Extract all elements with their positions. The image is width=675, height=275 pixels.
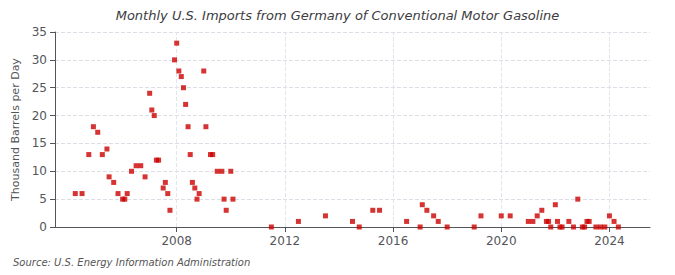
- svg-text:30: 30: [32, 53, 47, 67]
- svg-text:Source: U.S. Energy Informatio: Source: U.S. Energy Information Administ…: [13, 257, 250, 268]
- svg-text:15: 15: [32, 136, 47, 150]
- svg-text:2008: 2008: [161, 234, 192, 248]
- svg-text:2012: 2012: [270, 234, 301, 248]
- svg-text:2020: 2020: [486, 234, 517, 248]
- svg-text:10: 10: [32, 164, 47, 178]
- svg-text:35: 35: [32, 25, 47, 39]
- svg-text:Thousand Barrels per Day: Thousand Barrels per Day: [9, 58, 22, 202]
- svg-text:2016: 2016: [378, 234, 409, 248]
- svg-text:25: 25: [32, 81, 47, 95]
- svg-text:Monthly U.S. Imports from Germ: Monthly U.S. Imports from Germany of Con…: [116, 8, 560, 23]
- svg-text:2024: 2024: [594, 234, 625, 248]
- svg-text:0: 0: [39, 220, 47, 234]
- svg-text:20: 20: [32, 109, 47, 123]
- svg-text:5: 5: [39, 192, 47, 206]
